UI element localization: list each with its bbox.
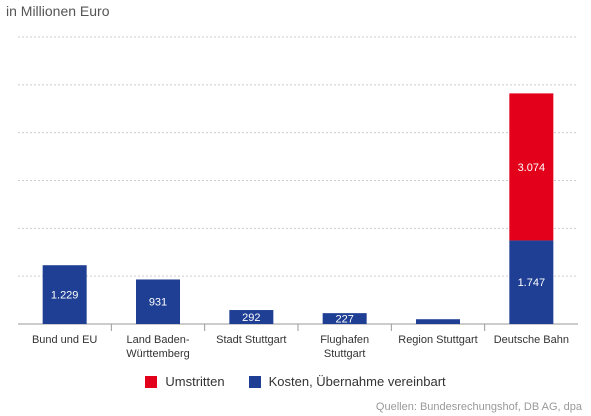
bar-1-5 xyxy=(509,93,554,241)
category-label-3-line-0: Flughafen xyxy=(320,334,369,346)
data-label-0-2: 292 xyxy=(242,312,260,324)
source-note: Quellen: Bundesrechungshof, DB AG, dpa xyxy=(375,401,582,413)
category-label-4: Region Stuttgart xyxy=(398,334,478,346)
legend-item-kosten: Kosten, Übernahme vereinbart xyxy=(248,374,446,389)
data-label-1-5: 3.074 xyxy=(518,162,546,174)
category-label-3-line-1: Stuttgart xyxy=(324,348,366,360)
bar-0-4 xyxy=(416,319,460,324)
data-label-0-0: 1.229 xyxy=(51,290,79,302)
category-label-0: Bund und EU xyxy=(32,334,97,346)
bar-0-0 xyxy=(42,265,87,324)
category-label-5: Deutsche Bahn xyxy=(494,334,569,346)
category-label-2: Stadt Stuttgart xyxy=(216,334,286,346)
data-label-0-5: 1.747 xyxy=(518,277,546,289)
bar-0-1 xyxy=(136,279,180,324)
data-label-0-1: 931 xyxy=(149,297,167,309)
legend-swatch-kosten xyxy=(248,375,261,388)
category-label-1-line-1: Württemberg xyxy=(126,348,190,360)
legend-label-kosten: Kosten, Übernahme vereinbart xyxy=(268,374,446,389)
bar-0-2 xyxy=(229,310,274,324)
data-label-0-3: 227 xyxy=(335,314,353,326)
legend: Umstritten Kosten, Übernahme vereinbart xyxy=(0,374,591,389)
category-label-1-line-0: Land Baden- xyxy=(127,334,190,346)
unit-label: in Millionen Euro xyxy=(6,3,110,19)
legend-item-umstritten: Umstritten xyxy=(145,374,225,389)
legend-swatch-umstritten xyxy=(145,375,158,388)
bar-0-3 xyxy=(322,313,367,324)
legend-label-umstritten: Umstritten xyxy=(165,374,225,389)
bar-0-5 xyxy=(509,240,554,324)
